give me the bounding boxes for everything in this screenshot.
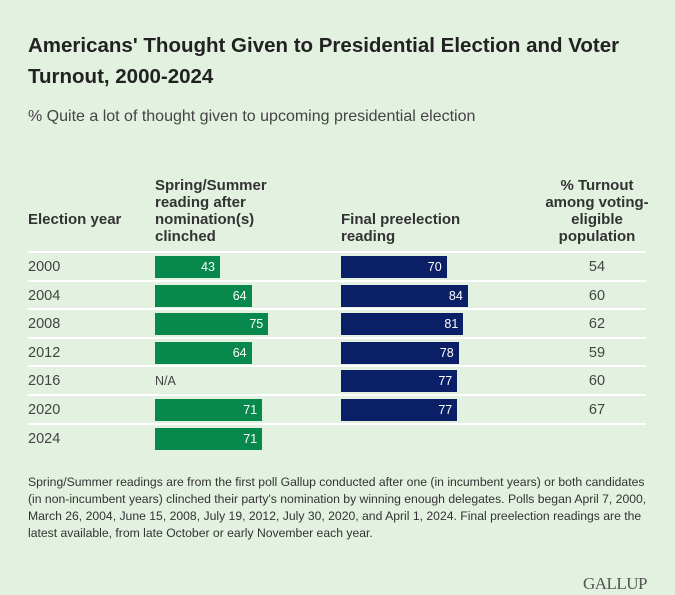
table-row: 2008 75 81 62 bbox=[28, 308, 646, 338]
table-row: 2012 64 78 59 bbox=[28, 336, 646, 367]
gallup-logo: GALLUP bbox=[582, 574, 648, 593]
table-row: 2020 71 77 67 bbox=[28, 394, 646, 424]
year-label: 2000 bbox=[28, 259, 61, 275]
final-bar: 77 bbox=[341, 399, 458, 421]
turnout-value: 62 bbox=[588, 316, 606, 333]
spring-bar: 75 bbox=[155, 313, 269, 336]
final-bar: 84 bbox=[341, 284, 468, 307]
header-turnout: % Turnout among voting-eligible populati… bbox=[545, 177, 649, 245]
table-row: 2004 64 84 60 bbox=[28, 279, 646, 310]
year-label: 2020 bbox=[28, 402, 61, 418]
spring-bar: 43 bbox=[155, 256, 220, 278]
table-row: 2024 71 bbox=[28, 422, 646, 453]
table-row: 2016 N/A 77 60 bbox=[28, 365, 646, 395]
spring-bar: 64 bbox=[155, 341, 252, 364]
final-bar: 77 bbox=[341, 370, 458, 393]
spring-na-label: N/A bbox=[155, 374, 176, 389]
year-label: 2016 bbox=[28, 373, 61, 390]
header-final: Final preelection reading bbox=[341, 211, 461, 245]
table-row: 2000 43 70 54 bbox=[28, 251, 646, 281]
turnout-value: 59 bbox=[588, 344, 606, 361]
year-label: 2012 bbox=[28, 344, 61, 361]
chart-subtitle: % Quite a lot of thought given to upcomi… bbox=[28, 108, 476, 125]
spring-bar: 71 bbox=[155, 427, 263, 450]
header-spring: Spring/Summer reading after nomination(s… bbox=[155, 177, 267, 245]
final-bar: 81 bbox=[341, 313, 464, 336]
header-year: Election year bbox=[28, 211, 122, 228]
year-label: 2004 bbox=[28, 287, 61, 304]
final-bar: 78 bbox=[341, 341, 459, 364]
spring-bar: 71 bbox=[155, 399, 263, 421]
turnout-value: 67 bbox=[588, 402, 606, 418]
turnout-value: 54 bbox=[588, 259, 606, 275]
final-bar: 70 bbox=[341, 256, 447, 278]
year-label: 2024 bbox=[28, 430, 61, 447]
footnote: Spring/Summer readings are from the firs… bbox=[28, 475, 647, 540]
turnout-value: 60 bbox=[588, 373, 606, 390]
spring-bar: 64 bbox=[155, 284, 252, 307]
year-label: 2008 bbox=[28, 316, 61, 333]
turnout-value: 60 bbox=[588, 287, 606, 304]
chart-title: Americans' Thought Given to Presidential… bbox=[28, 34, 620, 88]
